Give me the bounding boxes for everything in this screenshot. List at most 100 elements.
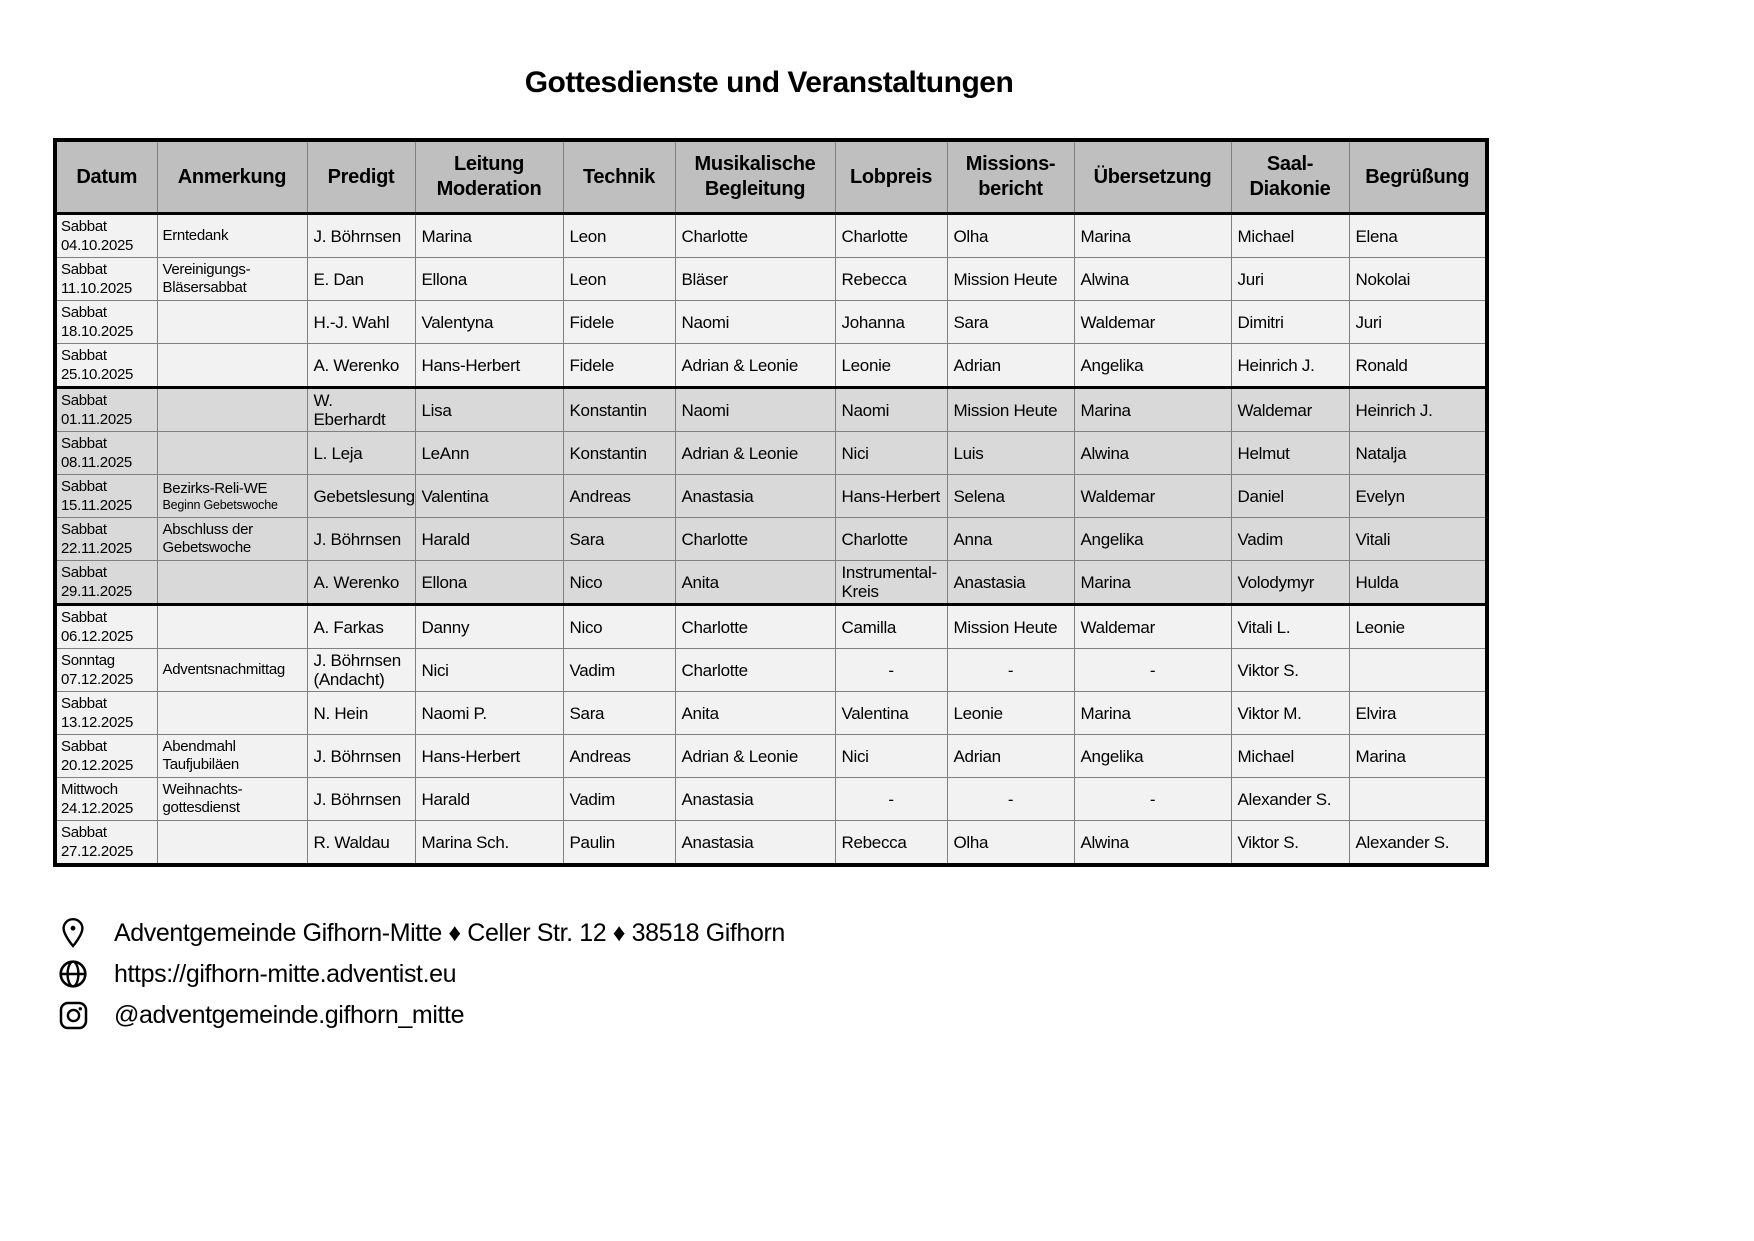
table-cell: Anastasia (946, 560, 1075, 606)
date-label: 25.10.2025 (61, 366, 134, 383)
table-cell: R. Waldau (306, 820, 416, 866)
table-cell: Waldemar (1073, 300, 1232, 344)
table-cell: Camilla (834, 604, 948, 649)
note-cell: Vereinigungs- Bläsersabbat (156, 257, 308, 301)
date-label: 01.11.2025 (61, 411, 132, 428)
day-label: Sabbat (61, 478, 107, 495)
note-text: Weihnachts- gottesdienst (162, 781, 243, 816)
table-cell: Naomi (674, 300, 836, 344)
table-cell: Fidele (562, 343, 676, 389)
day-label: Sabbat (61, 261, 107, 278)
table-cell: Naomi (834, 387, 948, 432)
table-cell: Angelika (1073, 343, 1232, 389)
date-cell: Sabbat 06.12.2025 (54, 604, 158, 649)
table-cell: Anita (674, 691, 836, 735)
column-header-anmerkung: Anmerkung (156, 139, 308, 215)
table-cell: Charlotte (834, 517, 948, 561)
day-label: Mittwoch (61, 781, 118, 798)
table-cell: Michael (1230, 213, 1350, 258)
table-cell: Luis (946, 431, 1075, 475)
table-cell: Ronald (1348, 343, 1488, 389)
date-cell: Mittwoch 24.12.2025 (54, 777, 158, 821)
table-cell: J. Böhrnsen (306, 213, 416, 258)
table-cell: Hans-Herbert (414, 734, 564, 778)
table-cell: Anastasia (674, 474, 836, 518)
table-cell: Juri (1230, 257, 1350, 301)
table-cell: Alwina (1073, 257, 1232, 301)
table-cell: Vadim (562, 648, 676, 692)
footer-website-text: https://gifhorn-mitte.adventist.eu (114, 959, 457, 988)
note-text: Abendmahl Taufjubiläen (162, 738, 240, 773)
table-cell: Harald (414, 517, 564, 561)
table-cell: Rebecca (834, 257, 948, 301)
day-label: Sabbat (61, 564, 107, 581)
day-label: Sabbat (61, 347, 107, 364)
table-cell: Sara (562, 517, 676, 561)
note-text: Adventsnachmittag (162, 661, 286, 678)
table-cell: Marina (1073, 691, 1232, 735)
table-row: Sabbat 04.10.2025 Erntedank J. Böhrnsen Mari… (54, 213, 1488, 258)
note-cell: Bezirks-Reli-WE Beginn Gebetswoche (156, 474, 308, 518)
table-cell: Lisa (414, 387, 564, 432)
table-cell: J. Böhrnsen (Andacht) (306, 648, 416, 692)
table-cell: Konstantin (562, 387, 676, 432)
table-cell: Johanna (834, 300, 948, 344)
table-row: Sabbat 01.11.2025 W. Eberhardt Lisa Konstant… (54, 387, 1488, 432)
table-cell: Instrumental- Kreis (834, 560, 948, 606)
note-cell (156, 431, 308, 475)
table-row: Sabbat 29.11.2025 A. Werenko Ellona Nico Anit… (54, 560, 1488, 606)
table-cell: A. Werenko (306, 343, 416, 389)
table-cell: - (834, 777, 948, 821)
table-cell: Harald (414, 777, 564, 821)
date-cell: Sabbat 25.10.2025 (54, 343, 158, 389)
note-subtext: Beginn Gebetswoche (162, 497, 278, 512)
table-cell: - (946, 648, 1075, 692)
table-cell: Anastasia (674, 820, 836, 866)
day-label: Sabbat (61, 392, 107, 409)
table-cell: Nico (562, 560, 676, 606)
table-cell: J. Böhrnsen (306, 517, 416, 561)
table-row: Sabbat 06.12.2025 A. Farkas Danny Nico Charlo… (54, 604, 1488, 649)
table-cell: Mission Heute (946, 387, 1075, 432)
note-text: Erntedank (162, 227, 229, 244)
date-label: 04.10.2025 (61, 237, 134, 254)
table-cell: A. Farkas (306, 604, 416, 649)
table-cell: L. Leja (306, 431, 416, 475)
table-cell: Vitali (1348, 517, 1488, 561)
note-cell: Adventsnachmittag (156, 648, 308, 692)
day-label: Sonntag (61, 652, 115, 669)
note-cell (156, 343, 308, 389)
table-cell: Paulin (562, 820, 676, 866)
date-label: 07.12.2025 (61, 671, 134, 688)
table-cell: Adrian & Leonie (674, 734, 836, 778)
table-cell: Alwina (1073, 820, 1232, 866)
date-cell: Sabbat 18.10.2025 (54, 300, 158, 344)
table-row: Mittwoch 24.12.2025 Weihnachts- gottesdien… (54, 777, 1488, 821)
table-row: Sabbat 22.11.2025 Abschluss der Gebetswoch… (54, 517, 1488, 561)
note-cell: Abendmahl Taufjubiläen (156, 734, 308, 778)
table-cell: Ellona (414, 257, 564, 301)
table-cell: Waldemar (1073, 474, 1232, 518)
table-cell: Konstantin (562, 431, 676, 475)
table-cell: Fidele (562, 300, 676, 344)
table-cell: Andreas (562, 474, 676, 518)
table-cell: Natalja (1348, 431, 1488, 475)
day-label: Sabbat (61, 521, 107, 538)
table-cell: Heinrich J. (1348, 387, 1488, 432)
footer-instagram-text: @adventgemeinde.gifhorn_mitte (114, 1000, 465, 1029)
note-cell (156, 604, 308, 649)
table-cell: Olha (946, 213, 1075, 258)
table-cell: Viktor S. (1230, 820, 1350, 866)
table-row: Sabbat 27.12.2025 R. Waldau Marina Sch. Paul… (54, 820, 1488, 866)
date-cell: Sabbat 11.10.2025 (54, 257, 158, 301)
note-cell (156, 560, 308, 606)
table-cell: J. Böhrnsen (306, 777, 416, 821)
table-row: Sabbat 13.12.2025 N. Hein Naomi P. Sara Anita… (54, 691, 1488, 735)
table-cell: Marina (1073, 213, 1232, 258)
table-cell: Heinrich J. (1230, 343, 1350, 389)
table-row: Sabbat 20.12.2025 Abendmahl Taufjubiläen J.… (54, 734, 1488, 778)
table-cell: Adrian (946, 343, 1075, 389)
table-cell: - (1073, 648, 1232, 692)
instagram-icon (58, 999, 88, 1031)
table-cell: Sara (946, 300, 1075, 344)
